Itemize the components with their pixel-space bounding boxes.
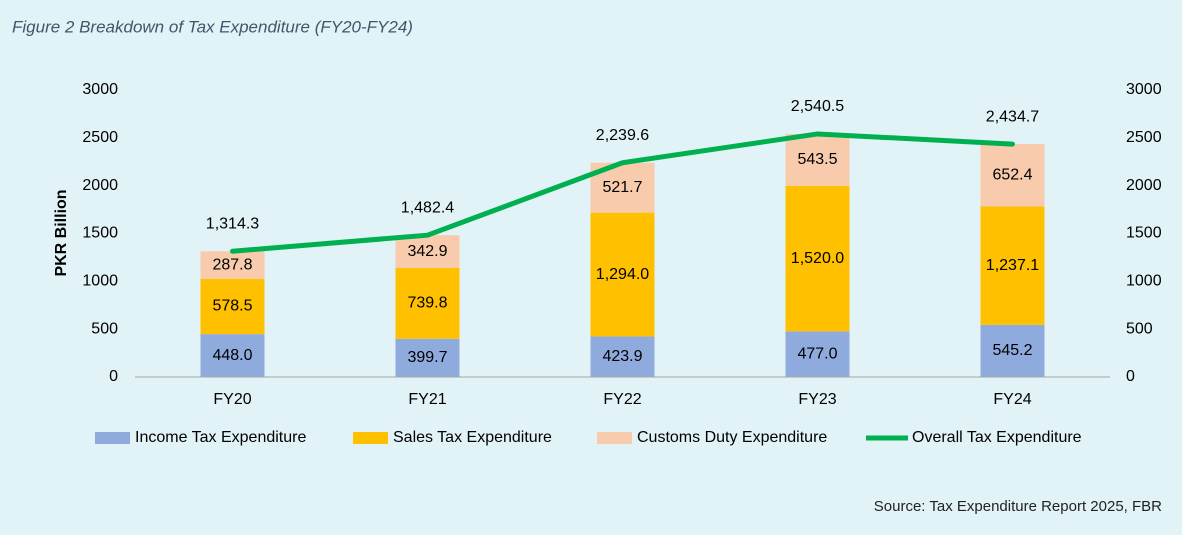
bar-segment: [395, 235, 460, 268]
y-tick-label: 1500: [82, 225, 118, 242]
data-label: 1,294.0: [596, 266, 649, 283]
legend-label: Customs Duty Expenditure: [637, 429, 827, 446]
y2-tick-label: 1000: [1126, 273, 1162, 290]
y-tick-label: 1000: [82, 273, 118, 290]
legend-label: Overall Tax Expenditure: [912, 429, 1082, 446]
x-tick-label: FY20: [213, 391, 251, 408]
x-tick-label: FY23: [798, 391, 836, 408]
data-label: 739.8: [407, 295, 447, 312]
bar-segment: [980, 324, 1045, 377]
data-label: 545.2: [992, 342, 1032, 359]
data-label: 1,237.1: [986, 257, 1039, 274]
legend-label: Sales Tax Expenditure: [393, 429, 552, 446]
y-tick-label: 0: [109, 368, 118, 385]
bar-segment: [590, 212, 655, 337]
y-tick-label: 2000: [82, 177, 118, 194]
y-axis-title: PKR Billion: [53, 189, 70, 276]
y2-tick-label: 500: [1126, 320, 1153, 337]
legend-swatch: [95, 432, 130, 444]
bar-segment: [980, 144, 1045, 207]
line-series: [230, 131, 1015, 254]
bar-segment: [590, 336, 655, 377]
x-tick-label: FY22: [603, 391, 641, 408]
data-label: 521.7: [602, 179, 642, 196]
y2-tick-label: 2500: [1126, 129, 1162, 146]
y-tick-label: 500: [91, 320, 118, 337]
legend-label: Income Tax Expenditure: [135, 429, 306, 446]
line-data-label: 2,540.5: [791, 98, 844, 115]
data-label: 578.5: [212, 298, 252, 315]
bar-segment: [395, 338, 460, 377]
data-label: 477.0: [797, 345, 837, 362]
y2-tick-label: 0: [1126, 368, 1135, 385]
bar-segment: [980, 206, 1045, 325]
chart-title: Figure 2 Breakdown of Tax Expenditure (F…: [12, 17, 413, 36]
bar-segment: [200, 334, 265, 377]
data-label: 543.5: [797, 151, 837, 168]
data-label: 1,520.0: [791, 250, 844, 267]
y-tick-label: 3000: [82, 81, 118, 98]
data-label: 423.9: [602, 348, 642, 365]
bar-segment: [395, 267, 460, 339]
bar-segment: [785, 185, 850, 332]
bar-segment: [200, 251, 265, 279]
legend-swatch: [353, 432, 388, 444]
bar-segment: [785, 133, 850, 186]
bar-segment: [200, 278, 265, 335]
y2-tick-label: 2000: [1126, 177, 1162, 194]
legend-swatch: [597, 432, 632, 444]
data-label: 342.9: [407, 243, 447, 260]
bar-segment: [785, 331, 850, 377]
source-note: Source: Tax Expenditure Report 2025, FBR: [874, 498, 1162, 515]
data-label: 652.4: [992, 167, 1032, 184]
data-label: 448.0: [212, 347, 252, 364]
x-tick-label: FY24: [993, 391, 1031, 408]
x-tick-label: FY21: [408, 391, 446, 408]
data-label: 399.7: [407, 349, 447, 366]
y2-tick-label: 1500: [1126, 225, 1162, 242]
y-tick-label: 2500: [82, 129, 118, 146]
line-data-label: 1,314.3: [206, 215, 259, 232]
line-data-label: 1,482.4: [401, 199, 454, 216]
line-data-label: 2,434.7: [986, 108, 1039, 125]
data-label: 287.8: [212, 256, 252, 273]
line-data-label: 2,239.6: [596, 127, 649, 144]
y2-tick-label: 3000: [1126, 81, 1162, 98]
